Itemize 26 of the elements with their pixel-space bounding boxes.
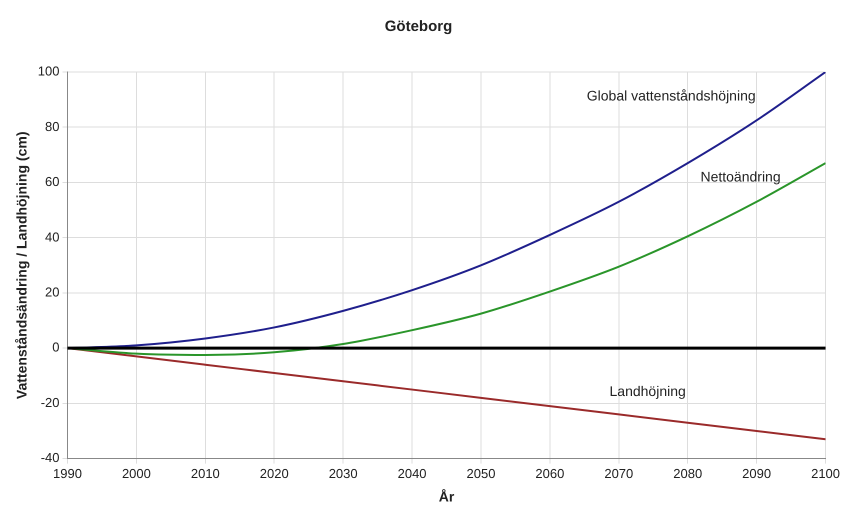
chart-title: Göteborg: [384, 18, 452, 36]
y-tick-label: -20: [40, 394, 60, 410]
x-tick-label: 1990: [53, 466, 82, 481]
y-tick-label: 60: [45, 174, 60, 190]
y-tick-label: 100: [38, 64, 60, 79]
series-label: Global vattenståndshöjning: [586, 87, 756, 104]
y-tick-label: -40: [40, 450, 60, 466]
x-tick-label: 2000: [122, 466, 151, 481]
x-tick-label: 2010: [190, 466, 220, 481]
x-tick-label: 2070: [604, 466, 634, 481]
y-tick-label: 20: [45, 284, 60, 300]
series-label: Nettoändring: [700, 168, 781, 184]
series-label: Landhöjning: [609, 383, 686, 400]
x-tick-label: 2090: [742, 466, 772, 481]
y-axis-title: Vattenståndsändring / Landhöjning (cm): [13, 132, 30, 400]
x-tick-label: 2080: [673, 466, 702, 481]
x-tick-label: 2100: [811, 466, 840, 481]
y-tick-label: 40: [45, 229, 60, 244]
x-tick-label: 2040: [398, 466, 427, 481]
y-tick-label: 80: [45, 118, 60, 134]
x-tick-label: 2060: [535, 466, 564, 481]
x-axis-title: År: [438, 488, 455, 504]
x-tick-label: 2050: [466, 466, 496, 481]
x-tick-label: 2020: [260, 466, 289, 481]
y-tick-label: 0: [52, 340, 60, 355]
x-tick-label: 2030: [328, 466, 358, 481]
